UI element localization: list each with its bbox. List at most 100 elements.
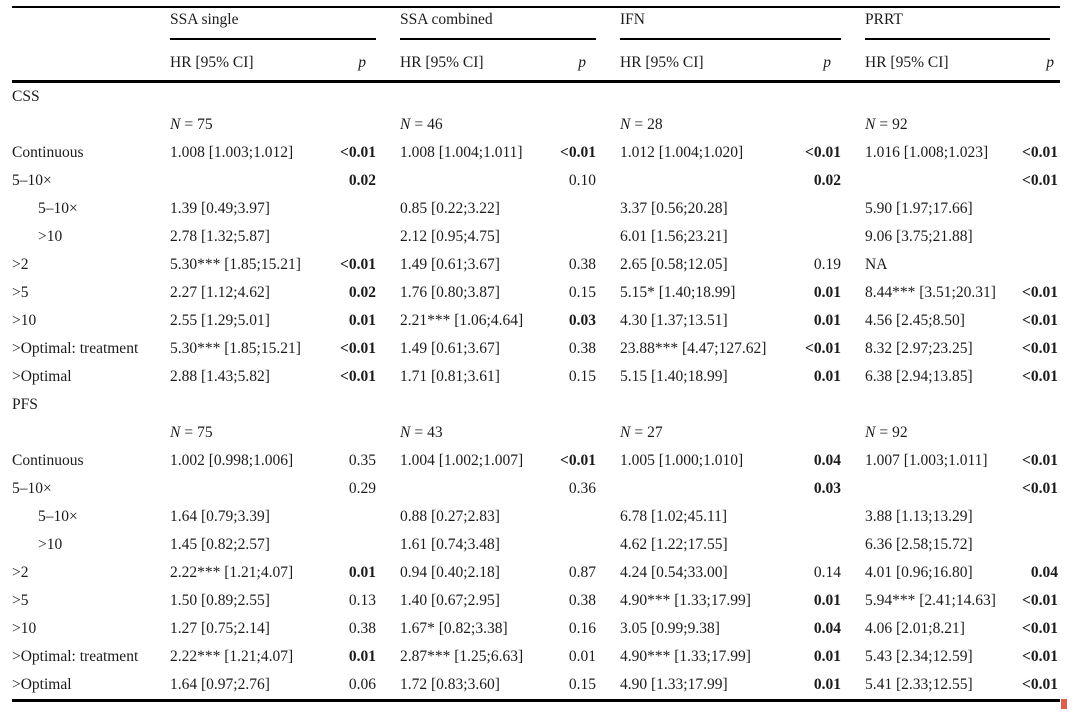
hr-value: 6.36 [2.58;15.72] [865, 536, 973, 553]
p-value: 0.03 [813, 480, 841, 497]
column-group-underline: SSA combined [400, 11, 596, 40]
p-value [790, 503, 865, 531]
p-value: 0.02 [348, 284, 376, 301]
hr-value: 4.01 [0.96;16.80] [865, 564, 973, 581]
p-value [320, 223, 400, 251]
hr-value: 5.30*** [1.85;15.21] [170, 340, 301, 357]
p-header: p [823, 54, 831, 71]
p-value: <0.01 [805, 340, 841, 357]
results-table: SSA single SSA combined IFN PRRT HR [95% CI… [12, 6, 1067, 709]
p-value [1015, 503, 1060, 531]
empty-cell [1015, 111, 1060, 139]
hr-value: 2.12 [0.95;4.75] [400, 228, 500, 245]
table-row: PFS [12, 391, 1060, 419]
empty-cell [790, 419, 865, 447]
table-row: >5 2.27 [1.12;4.62] 0.02 1.76 [0.80;3.87] 0.… [12, 279, 1060, 307]
column-group-label: SSA combined [400, 11, 493, 28]
n-value: 27 [647, 424, 663, 441]
hr-value: 4.06 [2.01;8.21] [865, 620, 965, 637]
sample-size: N = 46 [400, 111, 558, 139]
table-row: N = 75 N = 43 N = 27 N = 92 [12, 419, 1060, 447]
hr-value: 1.49 [0.61;3.67] [400, 256, 500, 273]
table-header-columns: HR [95% CI] p HR [95% CI] p HR [95% CI] p HR [… [12, 46, 1060, 80]
column-group-underline: PRRT [865, 11, 1050, 40]
hr-value: 1.008 [1.003;1.012] [170, 144, 294, 161]
equals-sign: = [414, 424, 424, 441]
p-value: 0.01 [348, 648, 376, 665]
column-group-label: SSA single [170, 11, 239, 28]
hr-value: 3.88 [1.13;13.29] [865, 508, 973, 525]
hr-value: 5.41 [2.33;12.55] [865, 676, 973, 693]
row-label: >10 [12, 620, 37, 637]
hr-value: 5.30*** [1.85;15.21] [170, 256, 301, 273]
p-value: 0.38 [568, 340, 596, 357]
equals-sign: = [879, 424, 889, 441]
column-group-ssa-combined: SSA combined [400, 8, 620, 46]
p-value: <0.01 [560, 452, 596, 469]
p-value: <0.01 [1022, 312, 1058, 329]
hr-value: 2.78 [1.32;5.87] [170, 228, 270, 245]
empty-cell [12, 419, 170, 447]
empty-cell [558, 83, 620, 111]
n-value: 46 [427, 116, 443, 133]
hr-value: 1.007 [1.003;1.011] [865, 452, 988, 469]
hr-value: 1.71 [0.81;3.61] [400, 368, 500, 385]
hr-value: 4.90*** [1.33;17.99] [620, 592, 751, 609]
empty-cell [790, 83, 865, 111]
p-value: 0.01 [348, 312, 376, 329]
table-row: >5 1.50 [0.89;2.55] 0.13 1.40 [0.67;2.95] 0.… [12, 587, 1060, 615]
p-value: 0.15 [568, 284, 596, 301]
n-value: 28 [647, 116, 663, 133]
table-row: >10 2.55 [1.29;5.01] 0.01 2.21*** [1.06;4.6… [12, 307, 1060, 335]
row-label: >Optimal [12, 368, 72, 385]
header-spacer [12, 8, 170, 46]
empty-cell [1015, 419, 1060, 447]
n-value: 92 [892, 424, 908, 441]
column-group-underline: SSA single [170, 11, 376, 40]
hr-value: 1.002 [0.998;1.006] [170, 452, 294, 469]
empty-cell [865, 83, 1015, 111]
hr-value [170, 167, 320, 195]
hr-value: 1.49 [0.61;3.67] [400, 340, 500, 357]
empty-cell [320, 83, 400, 111]
sample-size: N = 75 [170, 419, 320, 447]
table-row: >Optimal: treatment 2.22*** [1.21;4.07] 0.… [12, 643, 1060, 671]
row-label: Continuous [12, 452, 84, 469]
hr-value: 23.88*** [4.47;127.62] [620, 340, 767, 357]
hr-value: 2.22*** [1.21;4.07] [170, 648, 294, 665]
hr-value: 8.44*** [3.51;20.31] [865, 284, 996, 301]
p-value: <0.01 [340, 368, 376, 385]
hr-value: 2.22*** [1.21;4.07] [170, 564, 294, 581]
p-value: 0.29 [348, 480, 376, 497]
hr-value: 2.87*** [1.25;6.63] [400, 648, 524, 665]
hr-value: 1.45 [0.82;2.57] [170, 536, 270, 553]
n-symbol: N [400, 424, 411, 441]
table-header-groups: SSA single SSA combined IFN PRRT [12, 8, 1060, 46]
p-value: <0.01 [1022, 368, 1058, 385]
p-value: 0.38 [568, 256, 596, 273]
scan-artifact-mark [1061, 699, 1067, 709]
p-value: 0.04 [813, 620, 841, 637]
equals-sign: = [879, 116, 889, 133]
n-symbol: N [400, 116, 411, 133]
hr-ci-header: HR [95% CI] [170, 54, 254, 71]
row-label: 5–10× [12, 172, 52, 189]
table-row: >Optimal: treatment 5.30*** [1.85;15.21] <… [12, 335, 1060, 363]
empty-cell [320, 391, 400, 419]
empty-cell [12, 111, 170, 139]
hr-value: 1.61 [0.74;3.48] [400, 536, 500, 553]
p-value [1015, 531, 1060, 559]
p-value [320, 195, 400, 223]
table-row: >10 1.27 [0.75;2.14] 0.38 1.67* [0.82;3.38]… [12, 615, 1060, 643]
hr-value [400, 475, 558, 503]
hr-value: NA [865, 256, 888, 273]
column-group-ifn: IFN [620, 8, 865, 46]
row-label: >10 [38, 228, 63, 245]
hr-value [400, 167, 558, 195]
hr-value: 9.06 [3.75;21.88] [865, 228, 973, 245]
p-value: 0.35 [348, 452, 376, 469]
p-value: 0.01 [813, 592, 841, 609]
row-label: 5–10× [38, 200, 78, 217]
p-value: <0.01 [805, 144, 841, 161]
p-value: 0.01 [813, 284, 841, 301]
